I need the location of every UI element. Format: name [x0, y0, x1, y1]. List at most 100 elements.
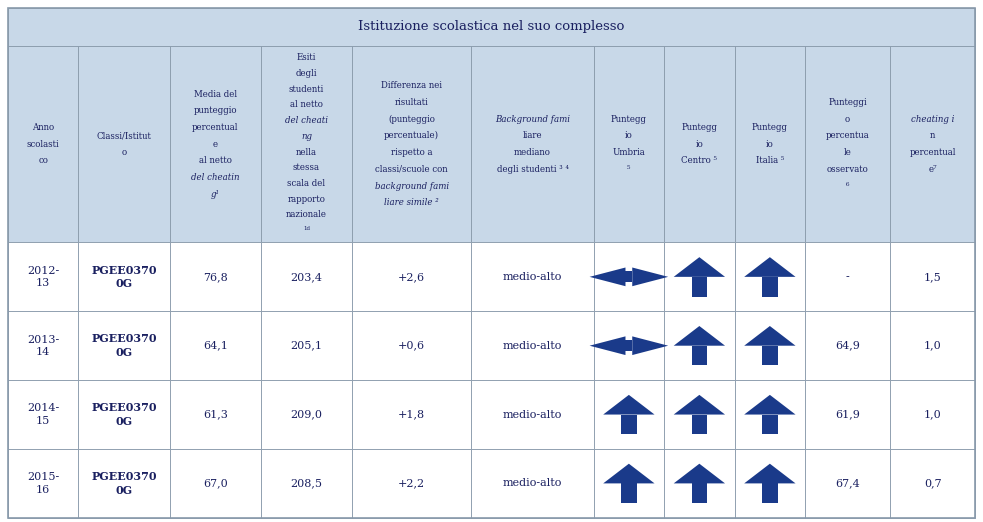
Bar	[79, 242, 170, 311]
Bar	[762, 277, 778, 296]
Bar	[260, 242, 352, 311]
Text: io: io	[696, 140, 703, 149]
Polygon shape	[744, 464, 795, 483]
Text: 209,0: 209,0	[290, 410, 322, 420]
Bar	[621, 483, 637, 503]
Text: 208,5: 208,5	[290, 478, 322, 489]
Text: percentual: percentual	[192, 123, 239, 132]
Text: +1,8: +1,8	[398, 410, 426, 420]
Text: io: io	[766, 140, 774, 149]
Text: co: co	[38, 157, 48, 165]
Text: ⁶: ⁶	[845, 182, 849, 191]
Text: 1,5: 1,5	[924, 272, 942, 282]
Text: degli studenti ³ ⁴: degli studenti ³ ⁴	[496, 165, 568, 174]
Bar	[260, 380, 352, 449]
Bar	[734, 46, 805, 242]
Bar	[594, 242, 665, 311]
Text: PGEE0370
0G: PGEE0370 0G	[91, 265, 156, 289]
Text: Anno: Anno	[32, 123, 54, 132]
Bar	[891, 311, 975, 380]
Text: del cheatin: del cheatin	[191, 173, 240, 182]
Text: punteggio: punteggio	[194, 106, 237, 115]
Bar	[625, 340, 629, 351]
Bar	[170, 449, 260, 518]
Bar	[352, 380, 471, 449]
Text: 2013-
14: 2013- 14	[27, 335, 59, 357]
Bar	[79, 46, 170, 242]
Bar	[79, 380, 170, 449]
Text: e: e	[212, 140, 218, 149]
Text: rispetto a: rispetto a	[391, 148, 433, 157]
Text: Italia ⁵: Italia ⁵	[756, 157, 784, 165]
Text: Media del: Media del	[194, 90, 237, 99]
Bar	[691, 483, 707, 503]
Text: mediano: mediano	[514, 148, 550, 157]
Text: liare: liare	[523, 132, 543, 140]
Polygon shape	[590, 336, 625, 355]
Bar	[665, 46, 734, 242]
Text: percentuale): percentuale)	[384, 132, 439, 140]
Polygon shape	[744, 257, 795, 277]
Text: liare simile ²: liare simile ²	[384, 198, 439, 207]
Bar	[170, 242, 260, 311]
Bar	[594, 311, 665, 380]
Text: Centro ⁵: Centro ⁵	[681, 157, 718, 165]
Bar	[594, 449, 665, 518]
Polygon shape	[604, 464, 655, 483]
Bar	[891, 46, 975, 242]
Bar	[260, 311, 352, 380]
Text: 0,7: 0,7	[924, 478, 942, 489]
Text: del cheati: del cheati	[285, 116, 328, 125]
Text: Istituzione scolastica nel suo complesso: Istituzione scolastica nel suo complesso	[359, 20, 624, 33]
Bar	[170, 380, 260, 449]
Text: scolasti: scolasti	[27, 140, 59, 149]
Text: 1,0: 1,0	[924, 410, 942, 420]
Text: 61,9: 61,9	[836, 410, 860, 420]
Bar	[734, 380, 805, 449]
Text: Puntegg: Puntegg	[752, 123, 787, 132]
Text: cheating i: cheating i	[911, 115, 954, 124]
Text: n: n	[930, 132, 935, 140]
Text: +2,6: +2,6	[398, 272, 426, 282]
Text: Classi/Istitut: Classi/Istitut	[96, 132, 151, 140]
Text: al netto: al netto	[290, 100, 322, 110]
Bar	[762, 414, 778, 434]
Bar	[805, 242, 891, 311]
Text: 61,3: 61,3	[202, 410, 228, 420]
Text: ⁵: ⁵	[627, 165, 631, 174]
Text: osservato: osservato	[827, 165, 869, 174]
Polygon shape	[604, 395, 655, 414]
Bar	[79, 449, 170, 518]
Bar	[260, 46, 352, 242]
Text: Background fami: Background fami	[495, 115, 570, 124]
Bar	[762, 483, 778, 503]
Text: le: le	[843, 148, 851, 157]
Bar	[8, 311, 79, 380]
Text: medio-alto: medio-alto	[502, 341, 562, 351]
Text: o: o	[122, 148, 127, 157]
Bar	[471, 242, 594, 311]
Text: Puntegg: Puntegg	[681, 123, 718, 132]
Bar	[594, 380, 665, 449]
Text: degli: degli	[296, 69, 318, 78]
Text: percentua: percentua	[826, 132, 870, 140]
Bar	[691, 346, 707, 365]
Text: g¹: g¹	[210, 190, 220, 199]
Bar	[8, 8, 975, 46]
Text: PGEE0370
0G: PGEE0370 0G	[91, 471, 156, 496]
Text: PGEE0370
0G: PGEE0370 0G	[91, 402, 156, 427]
Bar	[665, 449, 734, 518]
Text: stessa: stessa	[293, 163, 319, 172]
Text: Puntegg: Puntegg	[610, 115, 647, 124]
Text: Differenza nei: Differenza nei	[381, 81, 442, 90]
Bar	[734, 449, 805, 518]
Polygon shape	[673, 395, 725, 414]
Text: PGEE0370
0G: PGEE0370 0G	[91, 334, 156, 358]
Bar	[471, 449, 594, 518]
Bar	[805, 46, 891, 242]
Text: o: o	[845, 115, 850, 124]
Text: 2014-
15: 2014- 15	[27, 404, 59, 426]
Polygon shape	[673, 326, 725, 346]
Text: medio-alto: medio-alto	[502, 410, 562, 420]
Text: 2015-
16: 2015- 16	[27, 472, 59, 495]
